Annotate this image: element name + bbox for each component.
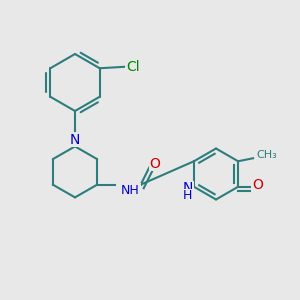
Text: O: O [150, 157, 160, 171]
Text: Cl: Cl [126, 60, 140, 74]
Text: CH₃: CH₃ [256, 150, 277, 160]
Text: NH: NH [121, 184, 140, 196]
Text: N: N [183, 181, 193, 195]
Text: H: H [183, 189, 193, 202]
Text: N: N [70, 133, 80, 146]
Text: O: O [252, 178, 263, 192]
